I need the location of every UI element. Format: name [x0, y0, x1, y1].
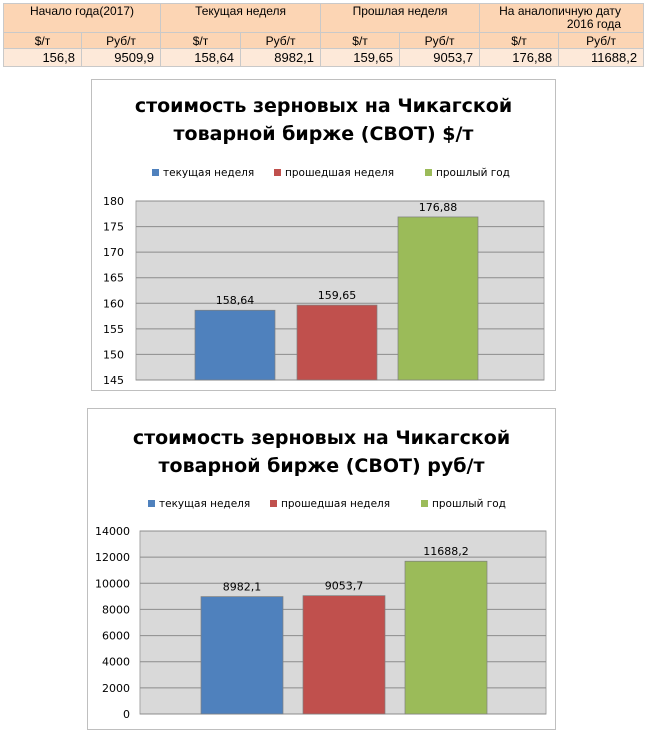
bar	[194, 309, 276, 381]
chart-title: стоимость зерновых на Чикагской товарной…	[88, 424, 555, 480]
legend-swatch	[270, 500, 277, 507]
y-tick-label: 10000	[95, 577, 130, 590]
y-tick-label: 6000	[102, 630, 130, 643]
data-label: 176,88	[419, 201, 458, 214]
legend-item: прошедшая неделя	[281, 498, 390, 510]
value-cell: 9053,7	[399, 48, 481, 67]
value-cell: 11688,2	[558, 48, 645, 67]
y-tick-label: 180	[103, 195, 124, 208]
header-same-date-2016: На аналопичную дату 2016 года	[479, 3, 645, 33]
legend-swatch	[274, 169, 281, 176]
chart-title: стоимость зерновых на Чикагской товарной…	[92, 92, 555, 148]
price-table: Начало года(2017) Текущая неделя Прошлая…	[2, 3, 645, 67]
y-tick-label: 145	[103, 374, 124, 387]
bar	[302, 595, 386, 715]
legend-item: прошедшая неделя	[285, 167, 394, 179]
chart-usd-panel: стоимость зерновых на Чикагской товарной…	[91, 79, 556, 391]
bar	[200, 596, 284, 715]
data-label: 9053,7	[325, 580, 364, 593]
legend-swatch	[148, 500, 155, 507]
chart-usd-svg: 145 150 155 160 165 170 175 180 158,64 159,65 176,…	[103, 167, 545, 387]
legend-swatch	[152, 169, 159, 176]
y-tick-label: 170	[103, 246, 124, 259]
unit-cell: Руб/т	[399, 32, 481, 49]
value-cell: 8982,1	[240, 48, 322, 67]
chart-rub-panel: стоимость зерновых на Чикагской товарной…	[87, 408, 556, 730]
y-tick-label: 155	[103, 323, 124, 336]
value-cell: 9509,9	[80, 48, 162, 67]
unit-cell: $/т	[3, 32, 82, 49]
unit-cell: $/т	[320, 32, 401, 49]
y-tick-label: 175	[103, 221, 124, 234]
chart-title-line: товарной бирже (CBOT) $/т	[173, 123, 474, 145]
chart-title-line: стоимость зерновых на Чикагской	[134, 95, 513, 117]
legend-item: текущая неделя	[163, 167, 254, 179]
header-start-of-year: Начало года(2017)	[2, 3, 162, 33]
unit-cell: Руб/т	[80, 32, 162, 49]
data-label: 8982,1	[223, 581, 262, 594]
legend-item: текущая неделя	[159, 498, 250, 510]
legend-swatch	[425, 169, 432, 176]
data-label: 159,65	[318, 289, 357, 302]
legend-item: прошлый год	[432, 498, 506, 510]
chart-title-line: стоимость зерновых на Чикагской	[132, 427, 511, 449]
legend-swatch	[421, 500, 428, 507]
bar	[296, 304, 378, 381]
bar	[404, 560, 488, 715]
data-label: 158,64	[216, 294, 255, 307]
y-tick-label: 8000	[102, 603, 130, 616]
unit-cell: $/т	[160, 32, 242, 49]
value-cell: 156,8	[3, 48, 82, 67]
y-tick-label: 150	[103, 348, 124, 361]
bar	[397, 216, 479, 381]
y-tick-label: 160	[103, 297, 124, 310]
header-current-week: Текущая неделя	[160, 3, 322, 33]
unit-cell: Руб/т	[558, 32, 645, 49]
value-cell: 159,65	[320, 48, 401, 67]
legend-item: прошлый год	[436, 167, 510, 179]
y-tick-label: 165	[103, 272, 124, 285]
value-cell: 176,88	[479, 48, 560, 67]
y-tick-label: 14000	[95, 525, 130, 538]
unit-cell: $/т	[479, 32, 560, 49]
header-last-week: Прошлая неделя	[320, 3, 481, 33]
unit-cell: Руб/т	[240, 32, 322, 49]
y-tick-label: 0	[123, 708, 130, 721]
y-tick-label: 4000	[102, 656, 130, 669]
y-tick-label: 2000	[102, 682, 130, 695]
data-label: 11688,2	[423, 545, 469, 558]
chart-title-line: товарной бирже (CBOT) руб/т	[158, 455, 485, 477]
chart-rub-svg: 0 2000 4000 6000 8000 10000 12000 14000 8982,1 90…	[95, 498, 547, 721]
value-cell: 158,64	[160, 48, 242, 67]
y-tick-label: 12000	[95, 551, 130, 564]
